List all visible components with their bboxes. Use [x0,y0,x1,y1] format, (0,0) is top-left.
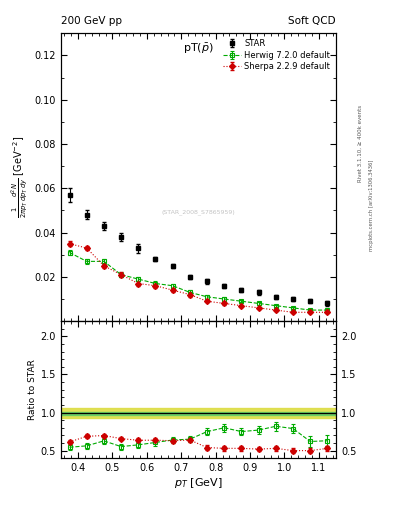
Text: Soft QCD: Soft QCD [288,15,336,26]
X-axis label: $p_T$ [GeV]: $p_T$ [GeV] [174,476,223,490]
Text: (STAR_2008_S7865959): (STAR_2008_S7865959) [162,209,235,215]
Text: 200 GeV pp: 200 GeV pp [61,15,122,26]
Bar [61,408,336,418]
Text: Rivet 3.1.10, ≥ 400k events: Rivet 3.1.10, ≥ 400k events [358,105,363,182]
Text: pT($\bar{p}$): pT($\bar{p}$) [183,42,214,56]
Bar [61,412,336,415]
Y-axis label: $\frac{1}{2\pi p_T}\frac{d^2N}{dp_T\,dy}$ [GeV$^{-2}$]: $\frac{1}{2\pi p_T}\frac{d^2N}{dp_T\,dy}… [9,136,30,218]
Text: mcplots.cern.ch [arXiv:1306.3436]: mcplots.cern.ch [arXiv:1306.3436] [369,159,375,250]
Legend: STAR, Herwig 7.2.0 default, Sherpa 2.2.9 default: STAR, Herwig 7.2.0 default, Sherpa 2.2.9… [221,37,332,73]
Y-axis label: Ratio to STAR: Ratio to STAR [28,359,37,420]
